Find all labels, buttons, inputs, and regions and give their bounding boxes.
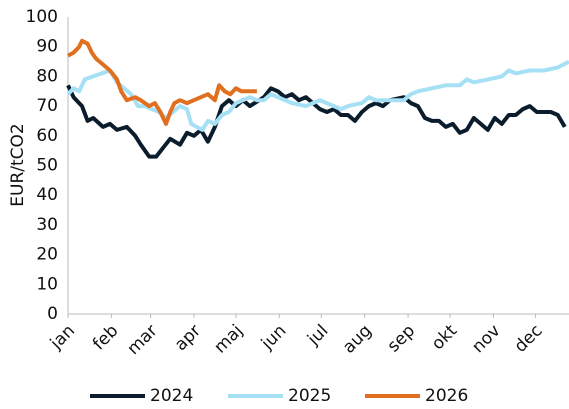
x-tick-label: mar bbox=[123, 321, 161, 359]
legend-label: 2025 bbox=[288, 386, 331, 406]
legend-label: 2024 bbox=[150, 386, 193, 406]
series-line bbox=[66, 59, 569, 132]
y-tick-label: 70 bbox=[36, 96, 58, 116]
y-tick-label: 90 bbox=[36, 37, 58, 57]
x-tick-label: jul bbox=[303, 321, 332, 350]
y-tick-label: 30 bbox=[36, 215, 58, 235]
y-tick-label: 100 bbox=[26, 7, 58, 27]
y-tick-label: 50 bbox=[36, 156, 58, 176]
x-tick-label: jan bbox=[46, 321, 79, 354]
y-tick-label: 10 bbox=[36, 274, 58, 294]
y-tick-label: 80 bbox=[36, 66, 58, 86]
y-tick-label: 0 bbox=[47, 304, 58, 324]
x-tick-label: dec bbox=[511, 321, 547, 357]
x-tick-label: feb bbox=[89, 321, 122, 354]
y-tick-label: 40 bbox=[36, 185, 58, 205]
series-line bbox=[67, 38, 257, 126]
x-tick-label: maj bbox=[210, 321, 247, 358]
series-line bbox=[66, 84, 567, 159]
x-tick-label: jun bbox=[257, 321, 290, 354]
legend-label: 2026 bbox=[425, 386, 468, 406]
x-tick-label: aug bbox=[339, 321, 376, 358]
x-tick-label: okt bbox=[428, 321, 461, 354]
y-tick-label: 60 bbox=[36, 126, 58, 146]
x-tick-label: apr bbox=[171, 321, 205, 355]
y-axis-label: EUR/tCO2 bbox=[8, 123, 28, 206]
x-tick-label: nov bbox=[468, 321, 504, 357]
y-tick-label: 20 bbox=[36, 245, 58, 265]
x-tick-label: sep bbox=[384, 321, 419, 356]
